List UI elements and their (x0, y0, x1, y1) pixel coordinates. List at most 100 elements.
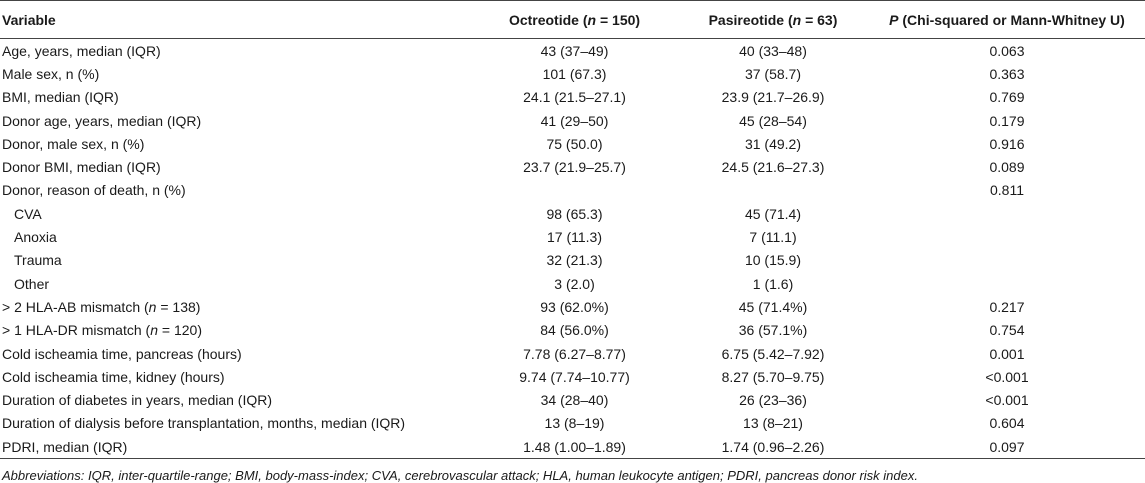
cell-pasireotide: 36 (57.1%) (738, 322, 808, 339)
cell-variable: Other (14, 275, 50, 292)
cell-pasireotide: 6.75 (5.42–7.92) (721, 345, 825, 362)
cell-variable: Donor, male sex, n (%) (2, 135, 145, 152)
cell-p-value: <0.001 (985, 392, 1029, 409)
cell-octreotide: 23.7 (21.9–25.7) (523, 159, 626, 176)
cell-p-value: 0.363 (989, 65, 1025, 82)
cell-pasireotide: 1 (1.6) (752, 275, 794, 292)
cell-pasireotide: 40 (33–48) (739, 42, 807, 59)
header-pasireotide: Pasireotide (n = 63) (677, 0, 867, 39)
cell-variable-pre: > 1 HLA-DR mismatch ( (2, 322, 151, 339)
cell-variable: Cold ischeamia time, kidney (hours) (2, 368, 225, 385)
cell-pasireotide: 24.5 (21.6–27.3) (721, 159, 825, 176)
cell-variable: Duration of dialysis before transplantat… (2, 415, 406, 432)
cell-octreotide: 41 (29–50) (540, 112, 609, 129)
cell-variable: Duration of diabetes in years, median (I… (2, 392, 273, 409)
cell-pasireotide: 23.9 (21.7–26.9) (721, 89, 825, 106)
cell-pasireotide (677, 179, 867, 202)
table-row: Male sex, n (%) 101 (67.3) 37 (58.7) 0.363 (0, 62, 1145, 85)
cell-p-value: <0.001 (985, 368, 1029, 385)
cell-octreotide: 32 (21.3) (546, 252, 603, 269)
header-octreotide-pre: Octreotide ( (508, 11, 588, 28)
header-octreotide: Octreotide (n = 150) (470, 0, 677, 39)
table-row: CVA 98 (65.3) 45 (71.4) (0, 202, 1145, 225)
cell-p-value: 0.769 (989, 89, 1025, 106)
cell-octreotide: 75 (50.0) (546, 135, 603, 152)
header-pasireotide-post: = 63) (801, 11, 838, 28)
cell-variable: > 2 HLA-AB mismatch (n = 138) (0, 295, 470, 318)
cell-variable: Donor, reason of death, n (%) (2, 182, 186, 199)
table-row: Anoxia 17 (11.3) 7 (11.1) (0, 225, 1145, 248)
header-pasireotide-pre: Pasireotide ( (708, 11, 793, 28)
cell-variable: BMI, median (IQR) (2, 89, 119, 106)
cell-variable: Age, years, median (IQR) (2, 42, 161, 59)
cell-p-value (867, 272, 1145, 295)
table-row: Other 3 (2.0) 1 (1.6) (0, 272, 1145, 295)
cell-variable-pre: > 2 HLA-AB mismatch ( (2, 298, 149, 315)
cell-p-value: 0.001 (989, 345, 1025, 362)
cell-variable: > 1 HLA-DR mismatch (n = 120) (0, 319, 470, 342)
table-row: > 1 HLA-DR mismatch (n = 120) 84 (56.0%) 3… (0, 319, 1145, 342)
cell-variable: Trauma (14, 252, 62, 269)
cell-p-value: 0.916 (989, 135, 1025, 152)
cell-pasireotide: 45 (71.4) (744, 205, 802, 222)
table-row: Age, years, median (IQR) 43 (37–49) 40 (33… (0, 39, 1145, 63)
cell-octreotide: 3 (2.0) (554, 275, 595, 292)
cell-octreotide: 9.74 (7.74–10.77) (519, 368, 630, 385)
table-row: Donor BMI, median (IQR) 23.7 (21.9–25.7) 2… (0, 155, 1145, 178)
cell-pasireotide: 45 (71.4%) (738, 298, 808, 315)
table-row: PDRI, median (IQR) 1.48 (1.00–1.89) 1.74 (… (0, 435, 1145, 460)
cell-variable-post: = 120) (158, 322, 202, 339)
header-variable-label: Variable (2, 11, 56, 28)
table-row: BMI, median (IQR) 24.1 (21.5–27.1) 23.9 (2… (0, 86, 1145, 109)
table-row: Duration of diabetes in years, median (I… (0, 388, 1145, 411)
cell-variable-post: = 138) (156, 298, 201, 315)
header-pasireotide-n: n (792, 11, 802, 28)
cell-pasireotide: 1.74 (0.96–2.26) (677, 435, 867, 460)
cell-p-value (867, 249, 1145, 272)
cell-octreotide: 7.78 (6.27–8.77) (523, 345, 626, 362)
cell-variable: PDRI, median (IQR) (0, 435, 470, 460)
cell-p-value (867, 202, 1145, 225)
table-row: Cold ischeamia time, pancreas (hours) 7.7… (0, 342, 1145, 365)
cell-pasireotide: 31 (49.2) (744, 135, 802, 152)
table-row: Trauma 32 (21.3) 10 (15.9) (0, 249, 1145, 272)
cell-octreotide: 17 (11.3) (547, 229, 602, 246)
header-octreotide-post: = 150) (596, 11, 641, 28)
cell-variable: Male sex, n (%) (2, 65, 100, 82)
header-row: Variable Octreotide (n = 150) Pasireotid… (0, 0, 1145, 39)
header-p-letter: P (889, 11, 899, 28)
cell-variable: CVA (14, 205, 42, 222)
table-header: Variable Octreotide (n = 150) Pasireotid… (0, 0, 1145, 39)
cell-pasireotide: 26 (23–36) (739, 392, 807, 409)
cell-variable: Anoxia (14, 229, 57, 246)
cell-p-value: 0.217 (989, 298, 1025, 315)
cell-pasireotide: 37 (58.7) (744, 65, 802, 82)
footnote: Abbreviations: IQR, inter-quartile-range… (2, 468, 918, 483)
cell-octreotide: 98 (65.3) (546, 205, 603, 222)
cell-p-value: 0.063 (989, 42, 1025, 59)
cell-variable: Cold ischeamia time, pancreas (hours) (2, 345, 242, 362)
table-row: Cold ischeamia time, kidney (hours) 9.74 … (0, 365, 1145, 388)
cell-pasireotide: 8.27 (5.70–9.75) (721, 368, 825, 385)
cell-octreotide: 24.1 (21.5–27.1) (523, 89, 626, 106)
header-p-rest: (Chi-squared or Mann-Whitney U) (898, 11, 1125, 28)
cell-octreotide: 34 (28–40) (540, 392, 609, 409)
cell-p-value: 0.811 (990, 182, 1024, 199)
table-row: Donor age, years, median (IQR) 41 (29–50)… (0, 109, 1145, 132)
cell-octreotide: 93 (62.0%) (540, 298, 609, 315)
cell-p-value: 0.604 (989, 415, 1025, 432)
cell-variable-n: n (150, 322, 158, 339)
header-p-value: P (Chi-squared or Mann-Whitney U) (867, 0, 1145, 39)
table-body: Age, years, median (IQR) 43 (37–49) 40 (33… (0, 39, 1145, 460)
cell-octreotide: 43 (37–49) (540, 42, 609, 59)
table-row: > 2 HLA-AB mismatch (n = 138) 93 (62.0%) 4… (0, 295, 1145, 318)
cell-p-value: 0.097 (867, 435, 1145, 460)
header-variable: Variable (0, 0, 470, 39)
cell-p-value: 0.089 (989, 159, 1025, 176)
cell-p-value: 0.754 (989, 322, 1025, 339)
cell-pasireotide: 13 (8–21) (743, 415, 803, 432)
cell-octreotide: 13 (8–19) (544, 415, 605, 432)
data-table: Variable Octreotide (n = 150) Pasireotid… (0, 0, 1145, 460)
table-row: Duration of dialysis before transplantat… (0, 412, 1145, 435)
cell-pasireotide: 7 (11.1) (749, 229, 797, 246)
